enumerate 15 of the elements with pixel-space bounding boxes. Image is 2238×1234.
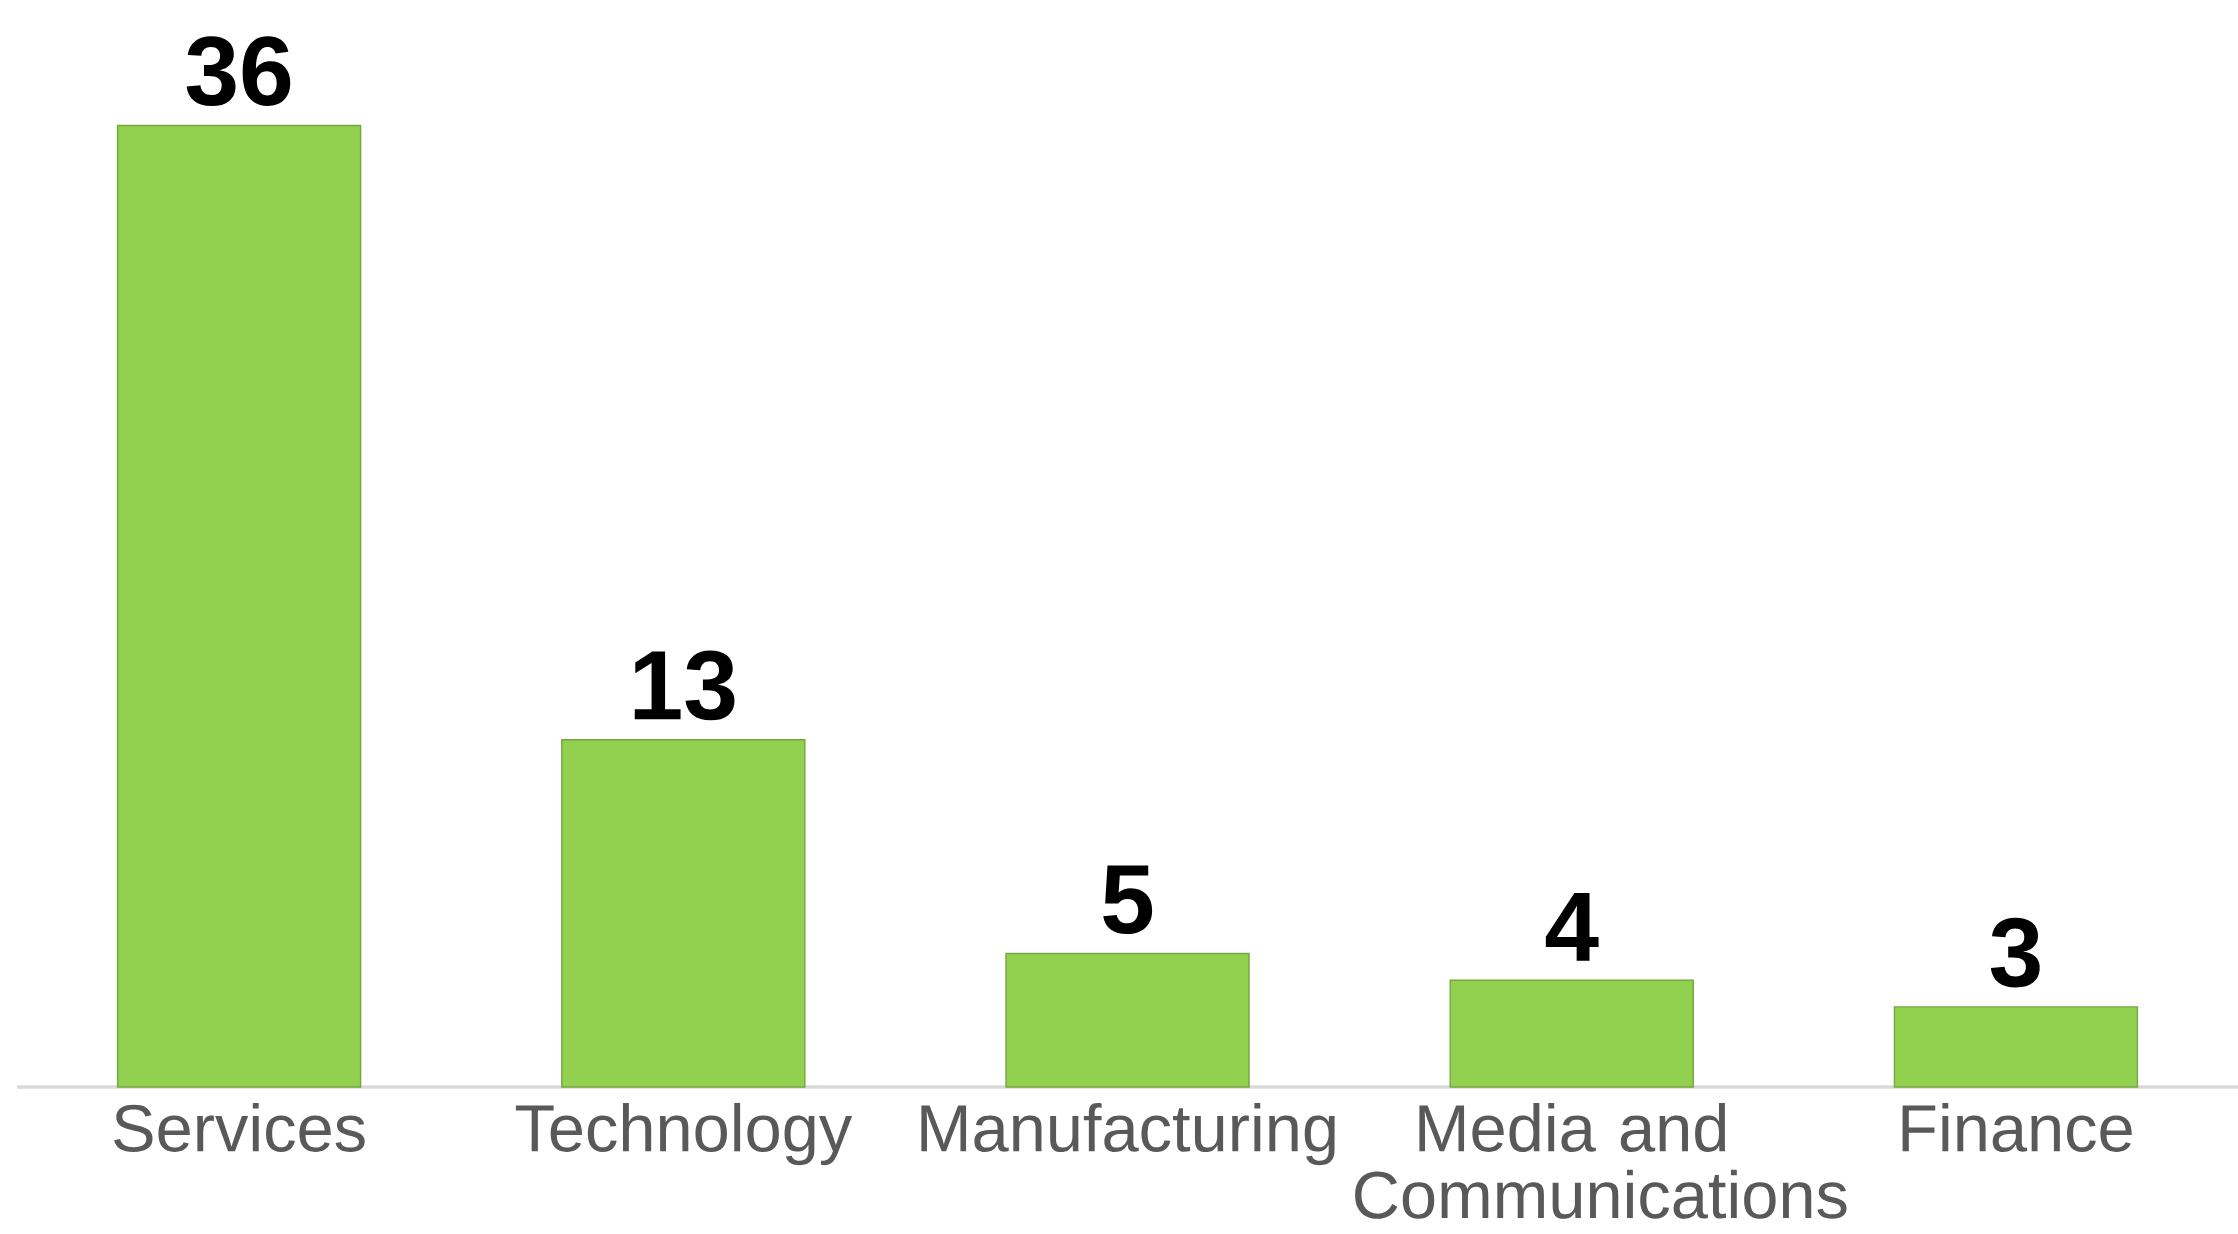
x-tick-label: Media and Communications bbox=[1355, 1102, 1847, 1219]
bar bbox=[561, 739, 806, 1088]
x-tick-label: Technology bbox=[515, 1102, 853, 1166]
bar bbox=[1893, 1006, 2139, 1088]
bar bbox=[116, 124, 362, 1088]
data-label: 36 bbox=[186, 36, 291, 107]
bar bbox=[1005, 952, 1250, 1088]
data-label: 13 bbox=[634, 650, 735, 721]
bar bbox=[1449, 979, 1694, 1088]
data-label: 4 bbox=[1545, 893, 1599, 961]
x-tick-label: Manufacturing bbox=[921, 1102, 1335, 1166]
x-tick-label: Finance bbox=[1902, 1102, 2132, 1152]
data-label: 5 bbox=[1103, 865, 1153, 935]
x-tick-label: Services bbox=[114, 1102, 365, 1152]
data-label: 3 bbox=[1990, 917, 2040, 988]
